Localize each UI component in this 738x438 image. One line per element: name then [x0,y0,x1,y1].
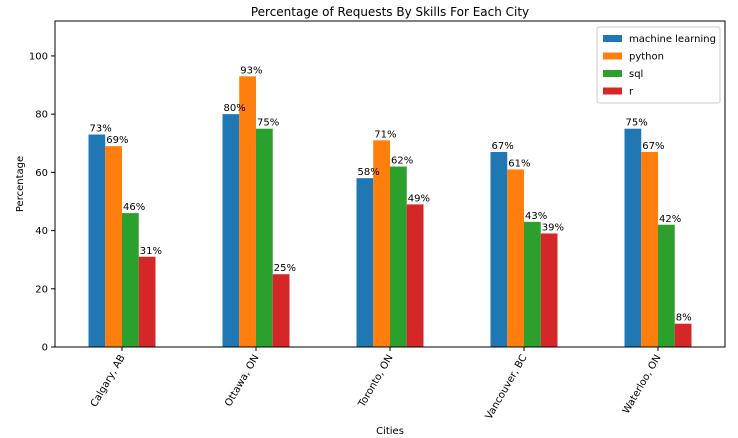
data-label: 67% [642,141,664,152]
bar-sql-3 [524,221,541,347]
data-label: 62% [391,156,413,167]
bar-sql-1 [256,128,273,347]
data-label: 8% [676,313,692,324]
legend-label: machine learning [629,34,716,45]
bar-python-3 [507,169,524,347]
y-tick-label: 0 [42,343,48,354]
bar-r-0 [138,256,156,347]
legend-label: sql [629,69,643,80]
data-label: 46% [123,202,145,213]
bar-python-1 [239,76,256,348]
data-label: 61% [508,158,530,169]
x-tick-label: Ottawa, ON [223,353,261,409]
data-label: 67% [492,141,514,152]
x-tick-label: Vancouver, BC [484,353,530,421]
data-label: 39% [542,222,564,233]
x-axis-label: Cities [376,426,404,437]
data-label: 43% [525,211,547,222]
bar-sql-4 [658,224,675,347]
bar-python-2 [373,140,390,347]
y-axis: 0 20 40 60 80 100 [29,51,55,354]
data-label: 31% [140,246,162,257]
data-label: 49% [408,193,430,204]
legend-swatch [603,52,622,60]
legend-label: python [629,52,664,63]
bar-sql-2 [390,166,407,347]
data-label: 75% [257,118,279,129]
data-label: 42% [659,214,681,225]
data-labels-group: 73%69% 46% 31% 80% 93% 75% 25% 58% 71% 62% 49% 67% 6… [90,65,692,323]
data-label: 73% [90,124,112,135]
legend-swatch [603,35,622,42]
y-tick-label: 20 [35,284,48,295]
y-tick-label: 60 [35,168,48,179]
data-label: 93% [240,65,262,76]
plot-frame [54,20,726,348]
y-tick-label: 100 [29,51,48,62]
bar-r-3 [540,233,558,347]
data-label: 80% [224,103,246,114]
bar-r-2 [406,204,424,348]
legend-box [596,26,721,104]
legend-label: r [629,87,634,98]
bar-python-4 [641,151,658,347]
chart-title: Percentage of Requests By Skills For Eac… [251,5,529,19]
bar-python-0 [105,146,122,347]
bar-r-1 [272,274,290,347]
data-label: 25% [274,263,296,274]
bar-machine-learning-4 [624,128,642,347]
bar-machine-learning-1 [222,114,240,347]
bar-machine-learning-2 [356,178,374,347]
bars-group [88,76,692,348]
legend: machine learning python sql r [596,26,721,104]
bar-machine-learning-0 [88,134,106,347]
y-tick-label: 80 [35,110,48,121]
data-label: 69% [106,135,128,146]
y-axis-label: Percentage [15,156,26,212]
x-axis: Calgary, AB Ottawa, ON Toronto, ON Vancouve… [89,347,664,421]
y-tick-label: 40 [35,226,48,237]
x-tick-label: Calgary, AB [89,353,128,409]
bar-machine-learning-3 [490,151,508,347]
data-label: 58% [358,167,380,178]
bar-r-4 [674,323,692,347]
data-label: 71% [374,129,396,140]
bar-sql-0 [122,213,139,347]
x-tick-label: Toronto, ON [356,353,395,410]
legend-swatch [603,87,622,95]
legend-swatch [603,70,622,77]
data-label: 75% [626,118,648,129]
x-tick-label: Waterloo, ON [621,353,664,416]
